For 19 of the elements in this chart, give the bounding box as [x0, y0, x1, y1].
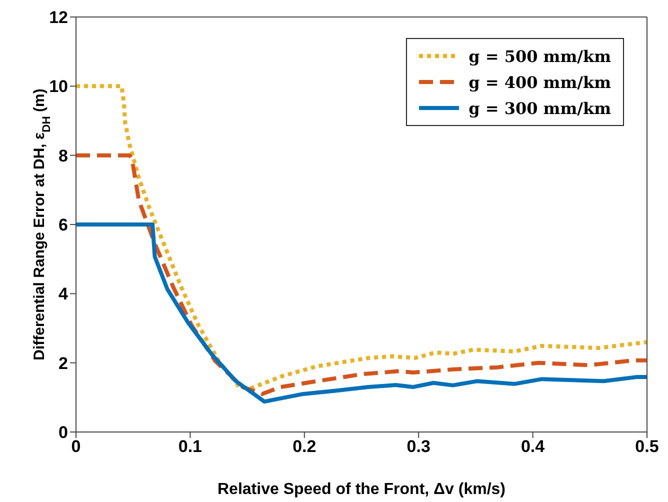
y-tick-label: 2	[58, 354, 68, 373]
legend-label: g = 400 mm/km	[468, 72, 611, 92]
x-axis-title: Relative Speed of the Front, Δv (km/s)	[218, 481, 506, 498]
line-series	[76, 153, 647, 396]
legend-label: g = 500 mm/km	[468, 46, 611, 66]
legend-label: g = 300 mm/km	[468, 98, 611, 118]
y-tick-label: 6	[58, 216, 68, 235]
line-series	[76, 222, 647, 404]
x-tick-label: 0.4	[520, 437, 546, 456]
y-tick-label: 4	[58, 284, 69, 304]
x-tick-label: 0.3	[406, 437, 430, 456]
x-tick-label: 0.2	[292, 437, 316, 456]
y-tick-label: 0	[58, 423, 68, 442]
y-tick-label: 10	[49, 77, 68, 96]
x-tick-label: 0.5	[635, 437, 659, 456]
y-tick-label: 12	[49, 8, 68, 28]
x-tick-label: 0.1	[178, 437, 202, 456]
x-tick-label: 0	[71, 437, 81, 456]
y-tick-label: 8	[58, 146, 68, 166]
